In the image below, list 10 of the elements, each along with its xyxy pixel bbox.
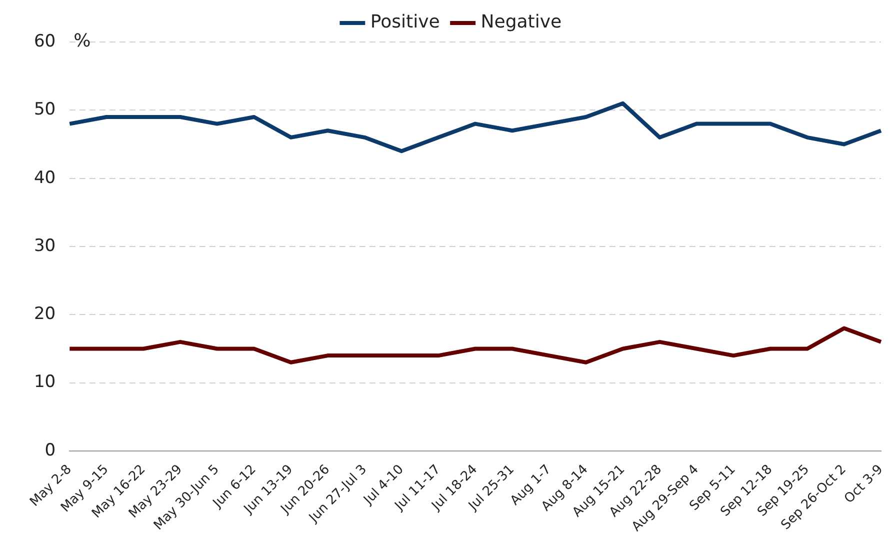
legend-label: Negative	[480, 12, 562, 33]
y-tick-label: 60	[34, 31, 56, 52]
legend-label: Positive	[370, 12, 440, 33]
y-tick-label: 0	[44, 440, 56, 460]
y-tick-label: 40	[34, 168, 56, 188]
y-tick-label: 20	[34, 304, 56, 324]
y-tick-label: 50	[34, 100, 56, 120]
y-axis-title: %	[74, 30, 91, 52]
y-tick-label: 30	[34, 236, 56, 256]
y-tick-label: 10	[34, 372, 56, 392]
